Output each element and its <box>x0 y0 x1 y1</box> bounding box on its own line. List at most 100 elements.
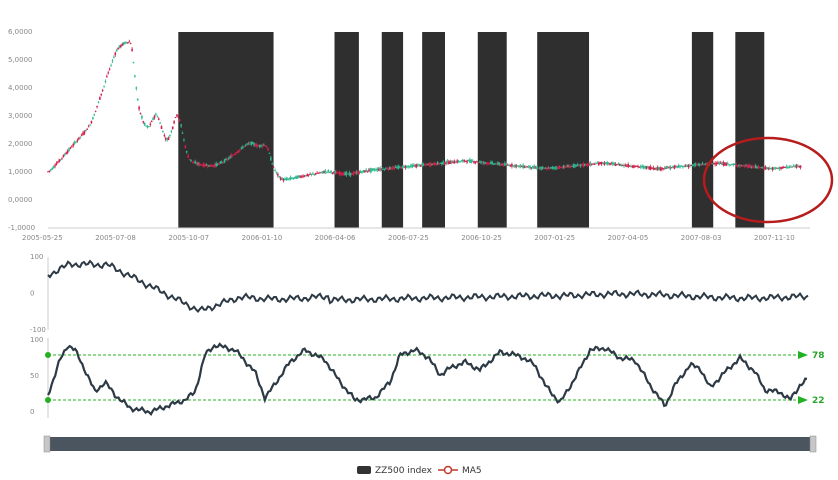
candle-body <box>529 165 531 169</box>
candle-body <box>338 172 341 175</box>
candle-body <box>187 155 189 158</box>
candle-body <box>226 158 229 160</box>
candle-body <box>96 106 98 108</box>
candle-body <box>701 162 704 165</box>
candle-body <box>372 168 374 171</box>
candle-body <box>176 114 178 117</box>
scrollbar-track[interactable] <box>46 437 816 451</box>
candle-body <box>340 172 342 175</box>
candle-body <box>183 139 185 141</box>
candle-body <box>649 166 652 170</box>
candle-body <box>495 163 498 165</box>
candle-body <box>264 145 267 147</box>
candle-body <box>656 167 659 171</box>
candle-body <box>505 164 508 166</box>
candle-body <box>526 166 529 168</box>
candle-body <box>582 163 585 167</box>
candle-body <box>181 132 184 134</box>
candle-body <box>163 135 166 137</box>
candle-body <box>578 164 580 166</box>
candle-body <box>683 166 686 168</box>
candle-body <box>504 162 506 166</box>
candle-body <box>473 161 475 164</box>
candle-body <box>271 163 274 165</box>
candle-body <box>312 173 314 175</box>
candle-body <box>547 167 550 169</box>
candle-body <box>47 171 49 173</box>
candle-body <box>457 160 460 163</box>
candle-body <box>439 162 442 164</box>
candle-body <box>564 166 566 168</box>
price-y-tick-label: -1,0000 <box>8 224 35 232</box>
candle-body <box>122 42 125 45</box>
candle-body <box>771 167 774 171</box>
candle-body <box>509 164 512 167</box>
candle-body <box>637 165 639 168</box>
candle-body <box>64 154 66 156</box>
candle-body <box>110 65 112 67</box>
candle-body <box>676 165 679 168</box>
candle-body <box>525 166 527 168</box>
legend-label-zz500[interactable]: ZZ500 index <box>375 466 433 476</box>
candle-body <box>633 165 635 168</box>
candle-body <box>299 176 302 178</box>
candle-body <box>743 165 746 167</box>
candle-body <box>174 117 177 119</box>
candle-body <box>62 155 65 158</box>
candle-body <box>470 159 473 163</box>
candle-body <box>445 162 447 164</box>
scrollbar-right-handle[interactable] <box>809 435 817 453</box>
candle-body <box>603 162 606 165</box>
candle-body <box>687 164 690 168</box>
candle-body <box>185 151 188 153</box>
candle-body <box>442 161 445 165</box>
candle-body <box>72 144 75 146</box>
candle-body <box>317 172 320 174</box>
candle-body <box>289 177 292 180</box>
candle-body <box>588 163 590 166</box>
candle-body <box>352 172 355 175</box>
range-scrollbar[interactable] <box>43 435 817 453</box>
candle-body <box>362 170 365 173</box>
candle-body <box>57 162 59 164</box>
candle-body <box>121 43 124 46</box>
candle-body <box>309 174 311 176</box>
candle-body <box>621 165 624 167</box>
candle-body <box>700 164 702 166</box>
price-x-tick-label: 2006-10-25 <box>461 234 502 242</box>
candle-body <box>313 173 316 175</box>
candle-body <box>668 167 670 169</box>
candle-body <box>66 150 69 154</box>
candle-body <box>249 142 251 144</box>
candle-body <box>345 172 348 176</box>
candle-body <box>593 164 596 166</box>
candle-body <box>652 167 655 170</box>
candle-body <box>672 165 674 168</box>
highlight-band-1 <box>334 32 359 228</box>
candle-body <box>296 176 299 179</box>
candle-body <box>94 110 97 112</box>
candle-body <box>250 141 253 145</box>
candle-body <box>452 161 454 164</box>
candle-body <box>767 167 770 170</box>
candle-body <box>377 168 380 171</box>
candle-body <box>773 167 775 169</box>
scrollbar-left-handle[interactable] <box>43 435 51 453</box>
candle-body <box>386 168 388 170</box>
legend-label-ma5[interactable]: MA5 <box>462 466 482 476</box>
candle-body <box>617 163 620 166</box>
candle-body <box>756 166 758 168</box>
candle-body <box>666 166 669 169</box>
candle-body <box>536 166 538 169</box>
candle-body <box>278 176 281 178</box>
candle-body <box>540 166 543 170</box>
candle-body <box>715 163 718 165</box>
candle-body <box>592 163 594 165</box>
candle-body <box>337 172 339 174</box>
candle-body <box>253 143 255 146</box>
candle-body <box>640 165 642 168</box>
candle-body <box>90 120 93 124</box>
candle-body <box>422 164 425 166</box>
candle-body <box>501 164 503 166</box>
candle-body <box>460 160 463 162</box>
